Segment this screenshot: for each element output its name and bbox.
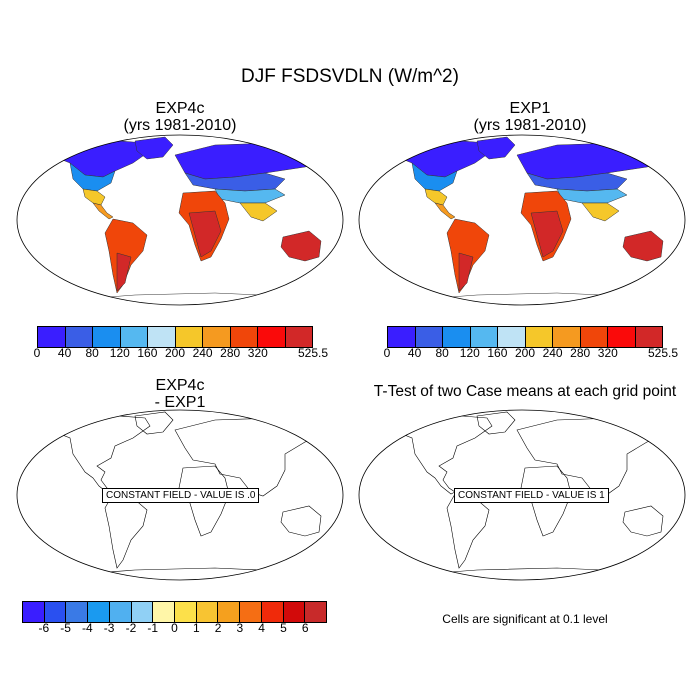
colorbar-tick-label: 120 (109, 346, 130, 360)
colorbar-tick-label: 0 (383, 346, 391, 360)
significance-note: Cells are significant at 0.1 level (442, 612, 608, 626)
colorbar-swatch (580, 327, 608, 347)
colorbar-tick-label: 40 (57, 346, 72, 360)
colorbar-tick-label: 3 (236, 621, 244, 635)
colorbar-tick-label: -6 (38, 621, 50, 635)
panel-title-difference: EXP4c - EXP1 (80, 377, 280, 411)
colorbar-swatch (23, 602, 45, 622)
colorbar-swatch (120, 327, 148, 347)
colorbar-tick-label: 80 (435, 346, 449, 360)
colorbar-swatch (196, 602, 219, 622)
colorbar-labels-exp4c: 0 40 80 120 160 200 240 280 320 525.5 (33, 346, 328, 362)
colorbar-tick-label: -5 (60, 621, 71, 635)
colorbar-swatch (38, 327, 66, 347)
colorbar-tick-label: 80 (85, 346, 99, 360)
colorbar-tick-label: 280 (220, 346, 241, 360)
colorbar-swatch (415, 327, 443, 347)
world-map-exp4c (16, 134, 344, 306)
colorbar-swatch (93, 327, 121, 347)
colorbar-swatch (258, 327, 286, 347)
colorbar-tick-label: 240 (542, 346, 563, 360)
colorbar-tick-label: 6 (301, 621, 309, 635)
colorbar-swatch (470, 327, 498, 347)
colorbar-tick-label: 160 (137, 346, 158, 360)
colorbar-tick-label: 525.5 (297, 346, 329, 360)
constant-field-label: CONSTANT FIELD - VALUE IS .0 (102, 488, 260, 503)
colorbar-swatch (203, 327, 231, 347)
colorbar-swatch (175, 327, 203, 347)
colorbar-swatch (388, 327, 416, 347)
colorbar-swatch (443, 327, 471, 347)
figure-title: DJF FSDSVDLN (W/m^2) (241, 66, 459, 87)
colorbar-difference (22, 601, 327, 623)
colorbar-tick-label: 2 (214, 621, 222, 635)
colorbar-swatch (175, 602, 197, 622)
colorbar-swatch (148, 327, 176, 347)
colorbar-swatch (261, 602, 284, 622)
colorbar-tick-label: 240 (192, 346, 213, 360)
panel-title-line2: (yrs 1981-2010) (473, 117, 587, 134)
colorbar-swatch (498, 327, 526, 347)
colorbar-tick-label: 200 (514, 346, 536, 360)
colorbar-tick-label: 320 (247, 346, 268, 360)
colorbar-tick-label: 120 (459, 346, 480, 360)
colorbar-swatch (88, 602, 110, 622)
colorbar-swatch (66, 602, 89, 622)
panel-title-exp4c: EXP4c (yrs 1981-2010) (80, 100, 280, 134)
colorbar-swatch (109, 602, 132, 622)
colorbar-tick-label: 40 (407, 346, 422, 360)
colorbar-tick-label: 200 (164, 346, 186, 360)
colorbar-tick-label: -2 (125, 621, 137, 635)
colorbar-tick-label: 1 (192, 621, 200, 635)
colorbar-labels-difference: -6 -5 -4 -3 -2 -1 0 1 2 3 4 5 6 (22, 621, 327, 637)
colorbar-swatch (553, 327, 581, 347)
colorbar-labels-exp1: 0 40 80 120 160 200 240 280 320 525.5 (383, 346, 678, 362)
colorbar-swatch (305, 602, 327, 622)
colorbar-swatch (608, 327, 636, 347)
colorbar-swatch (240, 602, 262, 622)
colorbar-swatch (283, 602, 306, 622)
colorbar-tick-label: 320 (597, 346, 618, 360)
colorbar-swatch (153, 602, 176, 622)
panel-title-line1: EXP4c (155, 377, 205, 394)
panel-title-line1: EXP1 (509, 100, 551, 117)
colorbar-tick-label: -3 (103, 621, 115, 635)
colorbar-tick-label: 280 (570, 346, 591, 360)
colorbar-swatch (635, 327, 662, 347)
panel-title-line2: (yrs 1981-2010) (123, 117, 237, 134)
panel-title-ttest: T-Test of two Case means at each grid po… (373, 383, 677, 400)
colorbar-swatch (230, 327, 258, 347)
panel-title-line1: EXP4c (155, 100, 205, 117)
colorbar-tick-label: 0 (171, 621, 178, 635)
colorbar-exp4c (37, 326, 313, 348)
colorbar-tick-label: 525.5 (647, 346, 679, 360)
world-map-exp1 (358, 134, 686, 306)
colorbar-tick-label: -4 (82, 621, 93, 635)
colorbar-swatch (285, 327, 312, 347)
colorbar-swatch (131, 602, 154, 622)
colorbar-tick-label: -1 (147, 621, 159, 635)
colorbar-swatch (44, 602, 67, 622)
colorbar-tick-label: 160 (487, 346, 508, 360)
colorbar-tick-label: 4 (258, 621, 265, 635)
constant-field-label: CONSTANT FIELD - VALUE IS 1 (454, 488, 609, 503)
colorbar-tick-label: 5 (280, 621, 287, 635)
colorbar-swatch (65, 327, 93, 347)
colorbar-swatch (218, 602, 241, 622)
world-map-difference (16, 409, 344, 581)
colorbar-swatch (525, 327, 553, 347)
colorbar-tick-label: 0 (33, 346, 41, 360)
colorbar-exp1 (387, 326, 663, 348)
panel-title-line2: - EXP1 (154, 394, 206, 411)
panel-title-exp1: EXP1 (yrs 1981-2010) (430, 100, 630, 134)
